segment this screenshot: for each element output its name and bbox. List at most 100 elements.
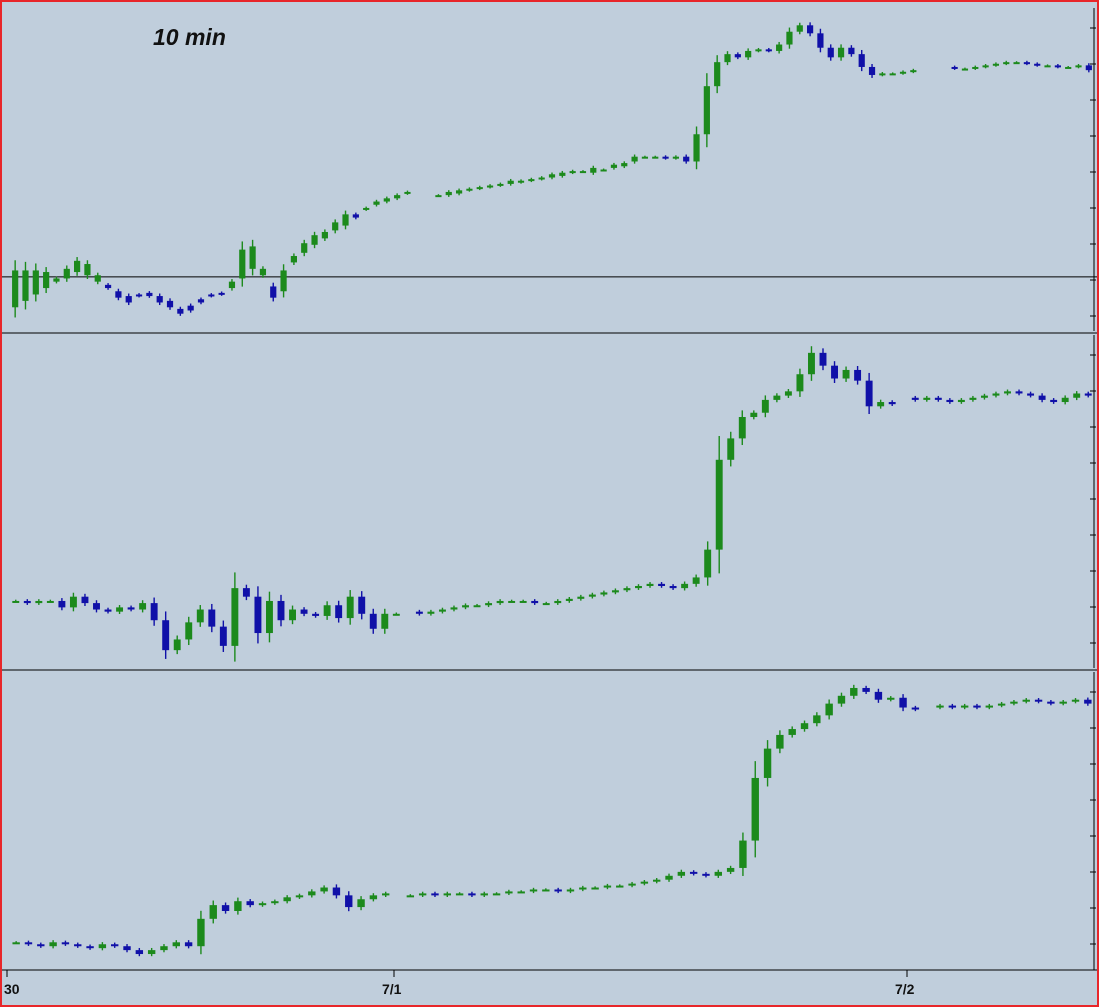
candle-down (104, 284, 112, 289)
candle-up (323, 605, 331, 616)
candle-up (1065, 66, 1072, 69)
candle-down (946, 399, 954, 403)
candle-up (173, 639, 181, 651)
candle-down (123, 946, 131, 951)
candle-up (332, 222, 339, 231)
candle-up (623, 588, 631, 591)
candle-down (86, 946, 94, 949)
candle-up (588, 594, 596, 597)
candle-up (982, 65, 989, 68)
candle-up (631, 156, 638, 162)
candle-down (208, 609, 216, 627)
candle-up (505, 891, 513, 894)
candle-down (166, 300, 174, 308)
candle-down (74, 944, 82, 947)
candle-up (672, 156, 679, 159)
candle-up (784, 391, 792, 396)
candle-up (485, 603, 493, 606)
candle-up (751, 777, 759, 841)
candle-down (862, 687, 870, 692)
candle-up (842, 369, 850, 379)
candle-up (610, 164, 618, 168)
candle-down (1050, 399, 1058, 403)
x-tick-label: 7/1 (382, 981, 402, 997)
candle-up (724, 54, 731, 63)
candle-up (301, 243, 308, 253)
candle-up (579, 171, 587, 174)
candle-up (726, 867, 735, 872)
candle-down (184, 942, 193, 947)
candle-up (761, 399, 769, 413)
candle-up (94, 275, 101, 282)
candle-up (538, 177, 545, 180)
candle-up (1013, 62, 1020, 65)
candle-up (496, 600, 504, 604)
candle-up (381, 613, 389, 629)
candle-down (1054, 65, 1061, 68)
candle-up (443, 893, 451, 896)
candle-up (693, 134, 700, 162)
candle-up (259, 268, 267, 276)
candle-up (517, 180, 525, 183)
candle-down (104, 609, 112, 612)
candle-up (438, 609, 446, 612)
candle-down (531, 600, 539, 604)
candle-up (517, 891, 525, 894)
candle-up (1044, 65, 1051, 68)
candle-up (652, 156, 659, 159)
candle-up (566, 889, 575, 892)
candle-up (800, 723, 809, 730)
candle-up (635, 585, 642, 589)
candle-up (548, 174, 556, 178)
candle-down (865, 380, 873, 407)
candle-down (683, 156, 690, 162)
candle-up (704, 549, 712, 578)
candle-up (342, 214, 349, 226)
candle-up (84, 264, 91, 276)
candle-up (74, 260, 81, 273)
candle-down (24, 942, 33, 945)
candle-up (577, 596, 585, 599)
candle-up (745, 50, 752, 58)
candle-up (808, 352, 815, 375)
candle-down (854, 369, 862, 381)
candle-up (116, 607, 124, 612)
candle-down (415, 611, 423, 614)
candle-up (889, 73, 896, 76)
candle-up (727, 438, 735, 460)
candle-down (23, 600, 31, 604)
candle-down (468, 893, 476, 896)
candle-down (197, 299, 205, 303)
candle-up (98, 944, 107, 949)
axes-layer: 30 7/1 7/2 (2, 8, 1097, 997)
candle-up (283, 897, 291, 902)
candle-down (858, 54, 865, 67)
candle-up (43, 272, 50, 289)
candle-down (242, 588, 250, 597)
candle-up (357, 899, 365, 908)
candle-up (172, 942, 180, 947)
candle-down (868, 66, 876, 75)
candle-down (874, 691, 883, 700)
candle-up (455, 190, 463, 194)
candle-down (208, 294, 215, 297)
candle-up (681, 583, 689, 589)
candle-up (466, 188, 473, 191)
candle-up (49, 942, 57, 947)
candle-up (750, 412, 758, 418)
candle-down (1023, 62, 1030, 65)
candle-down (827, 47, 834, 58)
candle-down (81, 596, 89, 604)
candle-up (209, 905, 217, 919)
candle-down (765, 49, 772, 52)
candle-down (689, 871, 698, 874)
candle-up (1073, 393, 1081, 398)
candle-up (311, 235, 318, 245)
candle-up (628, 883, 636, 886)
candle-up (239, 249, 246, 279)
candle-down (58, 600, 66, 608)
candle-up (565, 598, 573, 601)
candle-up (714, 871, 722, 876)
candle-up (46, 600, 54, 603)
